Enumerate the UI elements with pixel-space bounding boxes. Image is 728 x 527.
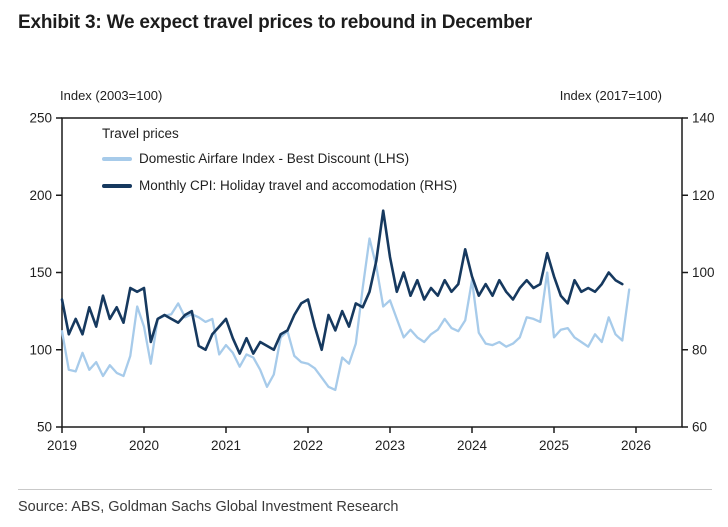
- axes: 250 200 150 100 50 140 120 100 80 60 2019 2020 2021 2…: [29, 111, 714, 454]
- svg-text:120: 120: [692, 188, 715, 203]
- svg-text:60: 60: [692, 420, 707, 435]
- svg-text:2025: 2025: [539, 438, 569, 453]
- svg-text:80: 80: [692, 342, 707, 357]
- source-attribution: Source: ABS, Goldman Sachs Global Invest…: [18, 499, 399, 515]
- svg-text:2019: 2019: [47, 438, 77, 453]
- svg-text:2021: 2021: [211, 438, 241, 453]
- airfare-line-swatch: [102, 156, 132, 161]
- legend-item-cpi: Monthly CPI: Holiday travel and accomoda…: [102, 178, 457, 193]
- exhibit-title: Exhibit 3: We expect travel prices to re…: [18, 12, 533, 33]
- right-axis-header: Index (2017=100): [559, 88, 662, 103]
- svg-text:250: 250: [29, 111, 52, 126]
- svg-text:2024: 2024: [457, 438, 488, 453]
- legend-item-label: Domestic Airfare Index - Best Discount (…: [139, 151, 410, 166]
- svg-text:140: 140: [692, 111, 715, 126]
- svg-text:50: 50: [37, 420, 52, 435]
- chart-legend: Travel prices Domestic Airfare Index - B…: [102, 126, 457, 205]
- svg-text:150: 150: [29, 265, 52, 280]
- svg-text:100: 100: [692, 265, 715, 280]
- svg-text:2023: 2023: [375, 438, 405, 453]
- legend-item-label: Monthly CPI: Holiday travel and accomoda…: [139, 178, 458, 193]
- series-line-cpi: [60, 209, 624, 355]
- svg-text:100: 100: [29, 342, 52, 357]
- source-divider: [18, 489, 712, 490]
- svg-text:2022: 2022: [293, 438, 323, 453]
- legend-title: Travel prices: [102, 126, 179, 141]
- cpi-line-swatch: [102, 183, 132, 188]
- svg-text:2026: 2026: [621, 438, 651, 453]
- legend-item-airfare: Domestic Airfare Index - Best Discount (…: [102, 151, 457, 166]
- svg-text:2020: 2020: [129, 438, 159, 453]
- left-axis-header: Index (2003=100): [60, 88, 163, 103]
- svg-text:200: 200: [29, 188, 52, 203]
